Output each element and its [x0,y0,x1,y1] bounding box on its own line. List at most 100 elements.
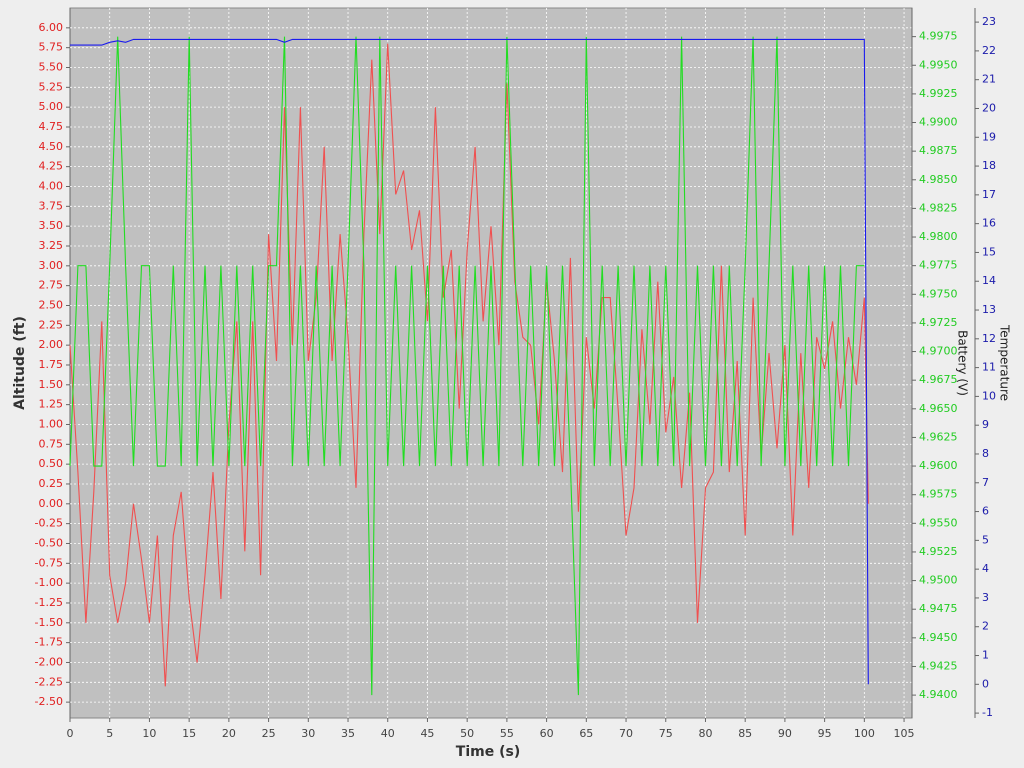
y2-tick-label: 4.9625 [919,430,958,443]
x-tick-label: 25 [262,727,276,740]
x-tick-label: 10 [142,727,156,740]
y3-tick-label: 11 [982,361,996,374]
y-tick-label: 3.25 [39,239,64,252]
y3-tick-label: 21 [982,73,996,86]
y2-tick-label: 4.9925 [919,87,958,100]
y3-tick-label: 7 [982,476,989,489]
series-line [69,43,869,687]
y3-tick-label: 22 [982,44,996,57]
y2-tick-label: 4.9725 [919,316,958,329]
y2-tick-label: 4.9450 [919,631,958,644]
x-axis-title: Time (s) [456,744,520,760]
y3-tick-label: 3 [982,591,989,604]
y-tick-label: 2.75 [39,279,64,292]
x-tick-label: 100 [854,727,875,740]
y2-tick-label: 4.9550 [919,516,958,529]
y3-tick-label: 16 [982,217,996,230]
y-tick-label: 0.75 [39,437,64,450]
y2-tick-label: 4.9650 [919,402,958,415]
x-tick-label: 45 [420,727,434,740]
x-tick-label: 95 [818,727,832,740]
x-tick-label: 15 [182,727,196,740]
y-tick-label: 4.00 [39,179,64,192]
y-tick-label: 2.00 [39,338,64,351]
y-tick-label: 1.50 [39,378,64,391]
y2-tick-label: 4.9900 [919,116,958,129]
y-tick-label: 5.00 [39,100,64,113]
y2-tick-label: 4.9675 [919,373,958,386]
y2-tick-label: 4.9600 [919,459,958,472]
y2-tick-label: 4.9750 [919,287,958,300]
y-tick-label: 2.50 [39,298,64,311]
y3-tick-label: 23 [982,15,996,28]
y2-tick-label: 4.9400 [919,688,958,701]
y2-tick-label: 4.9525 [919,545,958,558]
y3-tick-label: 8 [982,447,989,460]
y3-tick-label: 12 [982,332,996,345]
y-tick-label: -1.25 [35,596,63,609]
y-tick-label: 4.75 [39,120,64,133]
y3-tick-label: 20 [982,101,996,114]
y3-tick-label: 5 [982,533,989,546]
y3-tick-label: -1 [982,706,993,719]
y-tick-label: 2.25 [39,318,64,331]
y-tick-label: 1.75 [39,358,64,371]
y3-tick-label: 0 [982,677,989,690]
y-tick-label: 6.00 [39,21,64,34]
y-tick-label: -1.75 [35,636,63,649]
x-tick-label: 105 [894,727,915,740]
y3-tick-label: 18 [982,159,996,172]
y-axis-title: Altitude (ft) [12,316,28,410]
series-line [70,38,869,685]
y3-tick-label: 1 [982,649,989,662]
y2-tick-label: 4.9425 [919,659,958,672]
y2-tick-label: 4.9475 [919,602,958,615]
x-tick-label: 30 [301,727,315,740]
x-tick-label: 75 [659,727,673,740]
y2-tick-label: 4.9575 [919,488,958,501]
y2-tick-label: 4.9500 [919,574,958,587]
y-tick-label: -1.00 [35,576,63,589]
y-tick-label: 1.00 [39,417,64,430]
x-tick-label: 20 [222,727,236,740]
x-tick-label: 80 [698,727,712,740]
x-tick-label: 35 [341,727,355,740]
y3-tick-label: 2 [982,620,989,633]
x-tick-label: 90 [778,727,792,740]
y-tick-label: 3.75 [39,199,64,212]
y3-tick-label: 10 [982,389,996,402]
y2-tick-label: 4.9700 [919,345,958,358]
y3-tick-label: 4 [982,562,989,575]
y-tick-label: 1.25 [39,398,64,411]
y2-tick-label: 4.9950 [919,58,958,71]
x-tick-label: 70 [619,727,633,740]
y3-tick-label: 13 [982,303,996,316]
y2-tick-label: 4.9775 [919,259,958,272]
y2-tick-label: 4.9850 [919,173,958,186]
y-tick-label: -2.25 [35,675,63,688]
x-tick-label: 85 [738,727,752,740]
x-tick-label: 55 [500,727,514,740]
y-tick-label: 0.00 [39,497,64,510]
x-tick-label: 5 [106,727,113,740]
y3-axis-title: Temperature [998,324,1012,401]
series-line [69,36,865,696]
y2-tick-label: 4.9875 [919,144,958,157]
y-tick-label: 0.25 [39,477,64,490]
y3-tick-label: 19 [982,130,996,143]
plot-area [69,7,913,719]
y3-tick-label: 17 [982,188,996,201]
y2-tick-label: 4.9800 [919,230,958,243]
y3-tick-label: 6 [982,505,989,518]
y-tick-label: -0.50 [35,536,63,549]
y-tick-label: 0.50 [39,457,64,470]
y-tick-label: -1.50 [35,616,63,629]
y2-axis-title: Battery (V) [956,330,970,396]
y3-tick-label: 14 [982,274,996,287]
y3-tick-label: 9 [982,418,989,431]
y-tick-label: 5.25 [39,80,64,93]
y-tick-label: 3.50 [39,219,64,232]
x-tick-label: 40 [381,727,395,740]
y-tick-label: -2.50 [35,695,63,708]
